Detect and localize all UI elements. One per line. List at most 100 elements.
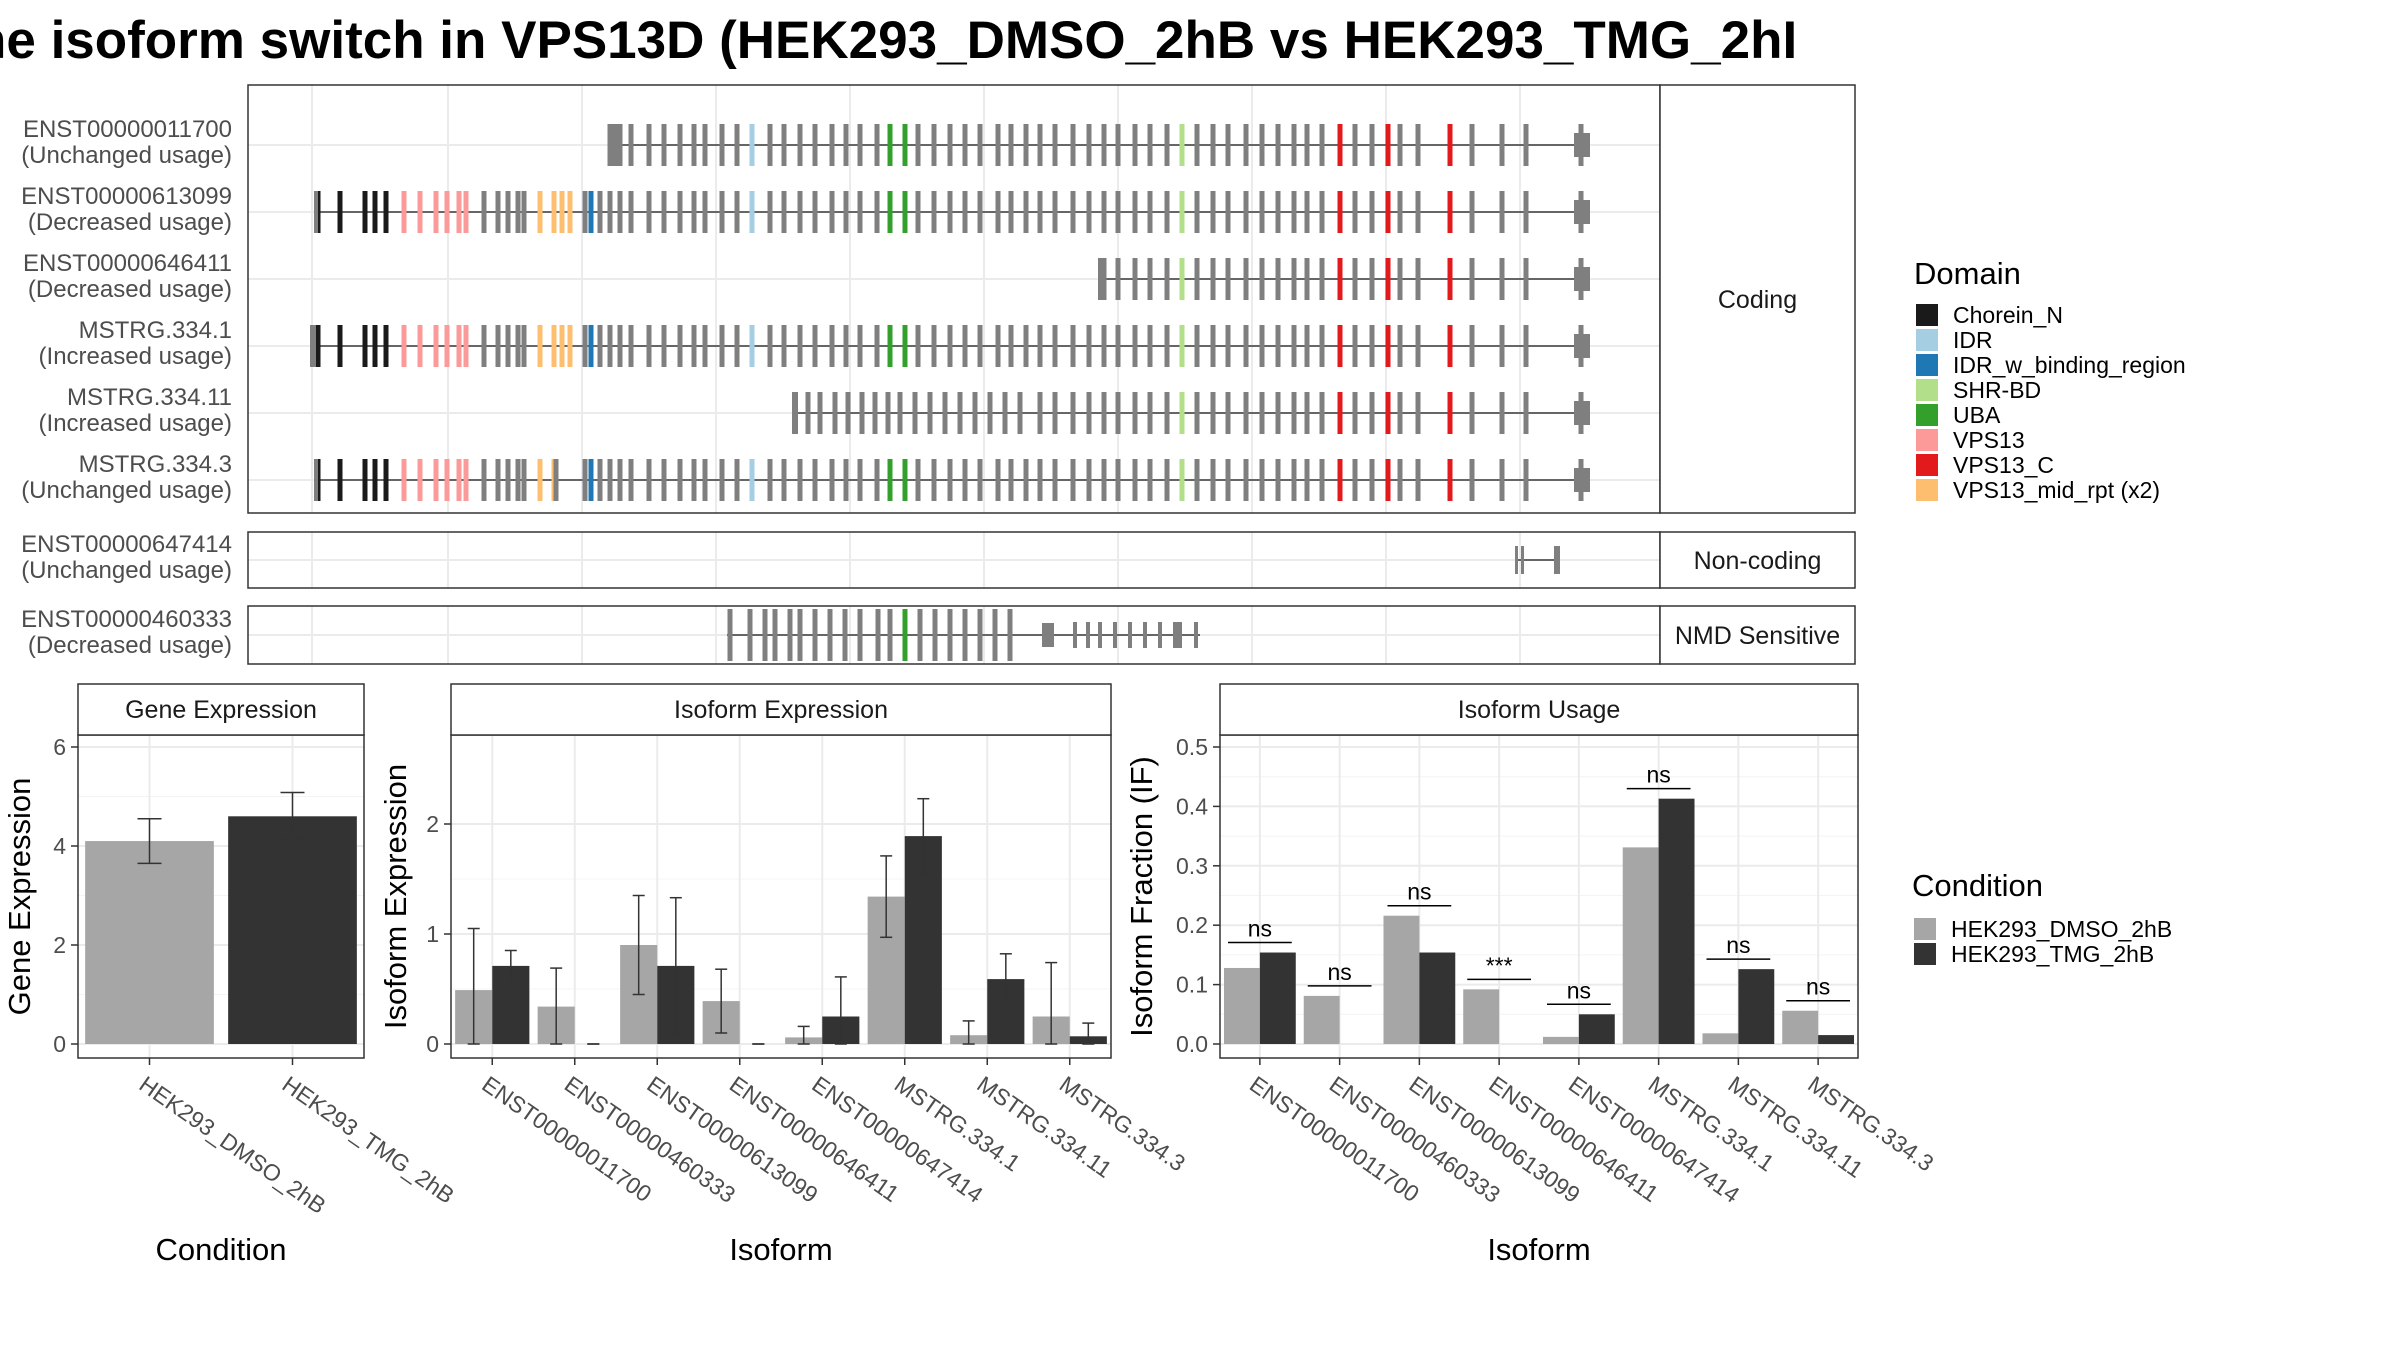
- exon: [962, 459, 968, 501]
- exon-start: [310, 325, 316, 367]
- exon: [812, 459, 818, 501]
- exon: [628, 124, 634, 166]
- exon: [1469, 325, 1475, 367]
- exon: [607, 191, 613, 233]
- exon: [797, 191, 803, 233]
- transcript-group-label: NMD Sensitive: [1675, 622, 1840, 650]
- exon: [1275, 258, 1281, 300]
- exon-end: [1574, 200, 1590, 224]
- exon: [1319, 392, 1325, 434]
- exon: [1225, 459, 1231, 501]
- exon: [772, 609, 778, 661]
- exon: [747, 609, 753, 661]
- exon: [749, 459, 755, 501]
- exon: [372, 191, 378, 233]
- exon: [677, 191, 683, 233]
- bar: [1702, 1033, 1739, 1044]
- exon: [588, 191, 594, 233]
- exon: [962, 124, 968, 166]
- exon: [734, 325, 740, 367]
- exon: [1499, 459, 1505, 501]
- exon: [481, 459, 487, 501]
- transcript-id-label: MSTRG.334.3: [79, 451, 232, 478]
- significance-label: ns: [1567, 977, 1591, 1003]
- exon: [1179, 191, 1185, 233]
- transcript-usage-label: (Increased usage): [39, 343, 232, 370]
- exon: [1194, 392, 1200, 434]
- exon: [829, 325, 835, 367]
- exon: [1070, 392, 1076, 434]
- exon: [842, 609, 848, 661]
- exon: [1369, 258, 1375, 300]
- exon: [719, 325, 725, 367]
- exon: [617, 325, 623, 367]
- exon: [444, 459, 450, 501]
- exon: [843, 124, 849, 166]
- exon-start: [792, 392, 798, 434]
- exon: [1210, 191, 1216, 233]
- panel-strip: [1219, 683, 1859, 736]
- exon: [646, 124, 652, 166]
- exon: [463, 459, 469, 501]
- y-tick-label: 1: [426, 921, 439, 947]
- exon: [915, 459, 921, 501]
- condition-legend-title: Condition: [1912, 868, 2043, 903]
- exon: [1115, 258, 1121, 300]
- exon: [1447, 459, 1453, 501]
- exon: [1259, 124, 1265, 166]
- exon: [857, 325, 863, 367]
- exon: [1194, 124, 1200, 166]
- exon: [1147, 191, 1153, 233]
- structure-panel-bg: [248, 85, 1660, 513]
- exon: [1132, 392, 1138, 434]
- exon: [1023, 191, 1029, 233]
- transcript-group-label: Non-coding: [1694, 547, 1822, 575]
- exon: [917, 609, 923, 661]
- exon: [1101, 325, 1107, 367]
- exon: [1132, 325, 1138, 367]
- exon: [1243, 325, 1249, 367]
- exon: [691, 191, 697, 233]
- exon: [1070, 124, 1076, 166]
- transcript-usage-label: (Decreased usage): [28, 632, 232, 659]
- exon: [1143, 622, 1147, 648]
- exon: [915, 325, 921, 367]
- exon: [1397, 392, 1403, 434]
- exon: [372, 459, 378, 501]
- exon: [1259, 392, 1265, 434]
- exon: [691, 459, 697, 501]
- exon: [1007, 609, 1013, 661]
- transcript-usage-label: (Decreased usage): [28, 276, 232, 303]
- exon: [1086, 622, 1090, 648]
- exon: [734, 124, 740, 166]
- exon: [582, 459, 588, 501]
- exon: [1132, 191, 1138, 233]
- exon: [1147, 258, 1153, 300]
- exon: [887, 459, 893, 501]
- exon: [797, 609, 803, 661]
- exon: [942, 392, 948, 434]
- exon: [1469, 124, 1475, 166]
- exon: [1147, 392, 1153, 434]
- bar-panel: 0.00.10.20.30.40.5nsENST00000011700nsENS…: [1124, 683, 1939, 1267]
- exon: [817, 392, 823, 434]
- exon: [1385, 191, 1391, 233]
- exon: [337, 459, 343, 501]
- exon: [463, 325, 469, 367]
- transcript-id-label: ENST00000647414: [21, 531, 232, 558]
- exon: [1147, 124, 1153, 166]
- exon: [1042, 623, 1054, 647]
- exon: [902, 609, 908, 661]
- exon: [1319, 459, 1325, 501]
- exon: [1023, 124, 1029, 166]
- exon-start: [1098, 258, 1104, 300]
- exon: [1243, 459, 1249, 501]
- domain-legend-label: VPS13_mid_rpt (x2): [1953, 477, 2160, 503]
- exon: [977, 609, 983, 661]
- exon: [702, 325, 708, 367]
- exon: [1304, 325, 1310, 367]
- bar: [228, 816, 357, 1044]
- exon: [734, 459, 740, 501]
- exon: [1352, 124, 1358, 166]
